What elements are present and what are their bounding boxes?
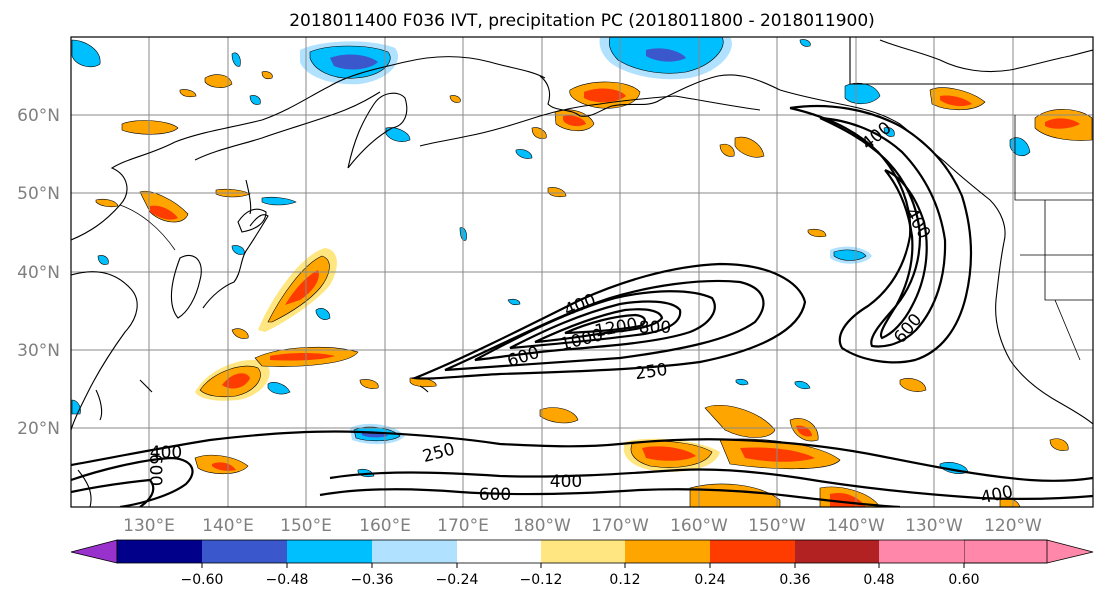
mariana-islands [139, 379, 429, 393]
colorbar-tick-label: 0.36 [779, 572, 810, 588]
contour-label: 400 [150, 443, 182, 463]
latitude-labels: 60°N 50°N 40°N 30°N 20°N [17, 106, 60, 439]
ivt-contour-600-ar [879, 168, 928, 340]
kamchatka-coastline [347, 92, 408, 169]
hokkaido-coastline [237, 208, 267, 233]
lon-label: 130°W [905, 516, 963, 536]
ivt-contour-400-south [71, 456, 1093, 507]
lat-label: 50°N [17, 184, 60, 204]
nw-north-america-coastline [879, 39, 1093, 73]
colorbar-tick-label: −0.24 [436, 572, 479, 588]
lon-label: 140°W [827, 516, 885, 536]
contour-label: 250 [634, 360, 669, 384]
ivt-contour-250-outer [410, 262, 807, 380]
colorbar-segment [795, 540, 879, 563]
colorbar-tick-label: 0.60 [948, 572, 979, 588]
taiwan-coastline [95, 389, 103, 421]
lon-label: 140°E [202, 516, 254, 536]
colorbar-tick-label: −0.48 [266, 572, 309, 588]
philippines-coastline [77, 469, 92, 507]
political-borders [119, 37, 1093, 361]
colorbar-segment [541, 540, 625, 563]
lon-label: 120°W [984, 516, 1042, 536]
colorbar-segment [202, 540, 287, 563]
colorbar-segment [879, 540, 964, 563]
lon-label: 180°W [513, 516, 571, 536]
ivt-contour-250-ar [789, 104, 972, 364]
alaska-west-coastline [539, 74, 781, 117]
contour-label: 600 [479, 485, 511, 505]
asia-coastline [71, 56, 546, 241]
colorbar-extend-max [963, 539, 1094, 564]
colorbar-segment [117, 540, 202, 563]
okhotsk-coastline [194, 91, 381, 161]
ivt-contour-250-south [71, 430, 1093, 482]
korea-coastline [170, 254, 202, 319]
ivt-contours [71, 104, 1093, 507]
map-frame [70, 36, 1094, 508]
colorbar-tick-label: 0.12 [609, 572, 640, 588]
lon-label: 150°W [748, 516, 806, 536]
ivt-contour-1000 [534, 308, 664, 344]
colorbar-tick-label: −0.36 [351, 572, 394, 588]
colorbar-segment [625, 540, 710, 563]
lon-label: 170°E [437, 516, 489, 536]
ivt-contour-1200 [564, 313, 646, 335]
colorbar-outline [116, 539, 1048, 564]
colorbar-ticks [201, 563, 965, 568]
map-title: 2018011400 F036 IVT, precipitation PC (2… [289, 11, 875, 31]
contour-label: 800 [639, 318, 671, 338]
lat-label: 30°N [17, 341, 60, 361]
colorbar-segment [457, 540, 541, 563]
lat-label: 60°N [17, 106, 60, 126]
contour-label: 600 [145, 454, 165, 486]
ivt-contour-800 [509, 300, 682, 350]
lat-label: 40°N [17, 263, 60, 283]
colorbar-tick-label: −0.12 [520, 572, 563, 588]
lon-label: 160°E [359, 516, 411, 536]
colorbar: −0.60 −0.48 −0.36 −0.24 −0.12 0.12 0.24 … [70, 539, 1094, 588]
colorbar-tick-label: 0.48 [863, 572, 894, 588]
positive-anomaly-patches [95, 71, 1093, 507]
longitude-labels: 130°E 140°E 150°E 160°E 170°E 180°W 170°… [123, 516, 1042, 536]
ivt-contour-600 [474, 290, 716, 362]
lon-label: 150°E [280, 516, 332, 536]
lon-label: 170°W [591, 516, 649, 536]
aleutian-islands [419, 95, 761, 147]
colorbar-segment [710, 540, 795, 563]
ivt-contour-600-south [71, 478, 901, 507]
contour-label: 400 [550, 472, 582, 492]
lat-label: 20°N [17, 419, 60, 439]
colorbar-tick-label: −0.60 [181, 572, 224, 588]
north-america-west-coastline [995, 241, 1093, 425]
sakhalin-coastline [245, 179, 252, 215]
colorbar-segment [372, 540, 457, 563]
colorbar-segment [287, 540, 372, 563]
china-coastline [71, 271, 138, 431]
colorbar-tick-label: 0.24 [694, 572, 725, 588]
lon-label: 160°W [670, 516, 728, 536]
map-area: 400 1000 1200 800 600 250 400 600 400 25… [71, 37, 1093, 507]
lon-label: 130°E [123, 516, 175, 536]
ivt-contour-400-ar [819, 116, 947, 348]
colorbar-extend-min [70, 539, 118, 564]
precipitation-anomaly-patches [71, 37, 1093, 507]
japan-coastline [202, 214, 269, 309]
